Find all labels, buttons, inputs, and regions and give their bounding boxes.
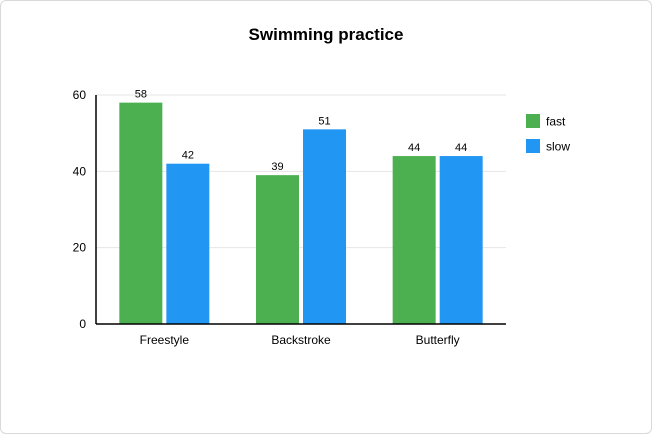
bar-slow-butterfly [439,156,483,324]
x-tick-label: Butterfly [416,333,460,347]
x-tick-label: Freestyle [140,333,190,347]
legend-label-slow: slow [546,140,570,154]
data-label: 44 [455,142,467,154]
data-label: 42 [182,150,194,162]
data-label: 58 [135,89,147,101]
axes-layer [95,95,506,325]
data-label: 51 [318,115,330,127]
labels-layer: 0 20 40 60 58 42 Freestyle 39 51 Backstroke 44 44 Bu… [73,88,468,347]
legend-swatch-fast [526,114,540,128]
y-tick-label: 40 [73,164,87,178]
x-tick-label: Backstroke [271,333,331,347]
bar-fast-backstroke [256,175,299,324]
legend-label-fast: fast [546,115,566,129]
bar-slow-backstroke [303,129,346,324]
data-label: 39 [271,161,283,173]
bar-fast-freestyle [119,102,163,324]
y-tick-label: 20 [73,241,87,255]
legend: fast slow [526,114,570,154]
y-tick-label: 60 [73,88,87,102]
chart-title: Swimming practice [249,25,404,44]
legend-swatch-slow [526,139,540,153]
bar-fast-butterfly [392,156,436,324]
grid-layer [96,94,506,249]
bars-layer [119,102,483,324]
bar-slow-freestyle [166,163,210,324]
y-tick-label: 0 [79,317,86,331]
data-label: 44 [408,142,420,154]
